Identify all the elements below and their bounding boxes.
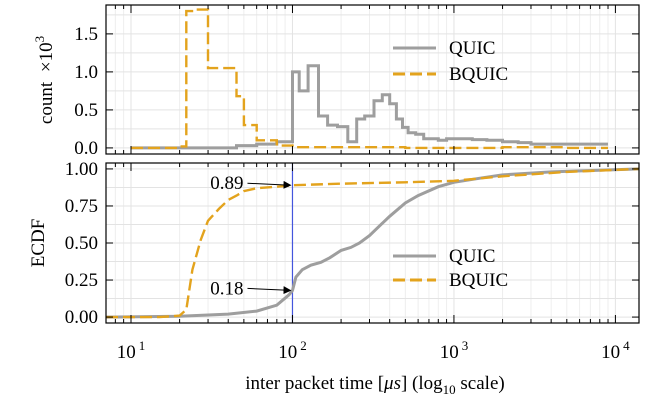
ecdf-panel: 0.890.18 0.000.250.500.751.00 10 1 10 2 10 3 1… xyxy=(28,159,640,396)
x-tick-label-exponent: 3 xyxy=(462,338,469,353)
x-axis-title-unit: μs xyxy=(383,373,401,394)
histogram-y-ticks: 0.0 0.5 1.0 1.5 xyxy=(74,24,639,159)
y-tick-label: 0.5 xyxy=(74,100,98,121)
histogram-y-axis-title: count ×103 xyxy=(32,36,57,124)
histogram-series xyxy=(131,8,608,150)
histogram-legend-label-quic: QUIC xyxy=(449,38,495,59)
x-axis-title-mid: ] (log xyxy=(401,373,443,394)
x-tick-label-base: 10 xyxy=(601,342,620,363)
histogram-x-ticks xyxy=(105,5,616,154)
histogram-frame xyxy=(105,4,640,155)
histogram-legend-label-bquic: BQUIC xyxy=(449,64,508,85)
x-tick-label-base: 10 xyxy=(117,342,136,363)
series-line-quic xyxy=(131,64,608,150)
x-tick-label: 10 2 xyxy=(278,338,307,363)
histogram-y-axis-title-suffix: ×10 xyxy=(36,42,57,72)
histogram-y-axis-title-exp: 3 xyxy=(32,36,47,43)
y-tick-label: 0.0 xyxy=(74,138,98,159)
x-tick-label-base: 10 xyxy=(278,342,297,363)
ecdf-x-ticks: 10 1 10 2 10 3 10 4 xyxy=(105,163,630,363)
series-line-bquic xyxy=(131,8,608,150)
x-tick-label-exponent: 2 xyxy=(300,338,307,353)
x-axis-title-main: inter packet time [ xyxy=(245,373,384,394)
histogram-y-axis-title-main: count xyxy=(36,81,57,124)
y-tick-label: 0.75 xyxy=(65,196,98,217)
x-tick-label-base: 10 xyxy=(440,342,459,363)
x-tick-label: 10 3 xyxy=(440,338,469,363)
y-tick-label: 0.00 xyxy=(65,307,98,328)
ecdf-annotations: 0.89 0.18 xyxy=(210,173,292,299)
series-line-bquic xyxy=(106,167,640,319)
annotation-arrow xyxy=(247,286,292,295)
x-tick-label-exponent: 1 xyxy=(139,338,146,353)
y-tick-label: 1.0 xyxy=(74,62,98,83)
y-tick-label: 1.5 xyxy=(74,24,98,45)
y-tick-label: 0.25 xyxy=(65,270,98,291)
ecdf-legend: QUIC BQUIC xyxy=(393,246,508,291)
ecdf-legend-label-quic: QUIC xyxy=(449,246,495,267)
y-tick-label: 1.00 xyxy=(65,159,98,180)
x-tick-label: 10 1 xyxy=(117,338,146,363)
ecdf-series xyxy=(105,167,640,319)
ecdf-y-ticks: 0.00 0.25 0.50 0.75 1.00 xyxy=(65,159,639,328)
ecdf-grid xyxy=(105,163,639,323)
annotation-label: 0.18 xyxy=(210,278,243,299)
x-tick-label-exponent: 4 xyxy=(623,338,630,353)
histogram-panel: 0.0 0.5 1.0 1.5 count ×103 QUIC BQUIC xyxy=(32,4,640,159)
series-line-quic xyxy=(105,167,640,319)
ecdf-x-axis-title: inter packet time [μs] (log10 scale) xyxy=(245,373,504,396)
y-tick-label: 0.50 xyxy=(65,233,98,254)
ecdf-legend-label-bquic: BQUIC xyxy=(449,270,508,291)
histogram-grid xyxy=(105,5,639,154)
annotation-label: 0.89 xyxy=(210,173,243,194)
x-axis-title-sub: 10 xyxy=(443,382,456,396)
x-axis-title-end: scale) xyxy=(456,373,505,394)
histogram-legend: QUIC BQUIC xyxy=(393,38,508,85)
x-tick-label: 10 4 xyxy=(601,338,630,363)
ecdf-y-axis-title: ECDF xyxy=(28,219,49,268)
annotation-arrow xyxy=(247,180,292,189)
